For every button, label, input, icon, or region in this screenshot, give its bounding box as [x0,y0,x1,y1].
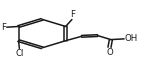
Text: F: F [70,10,75,19]
Text: F: F [1,23,6,32]
Text: Cl: Cl [15,49,24,58]
Text: OH: OH [125,34,138,43]
Text: O: O [106,48,113,57]
